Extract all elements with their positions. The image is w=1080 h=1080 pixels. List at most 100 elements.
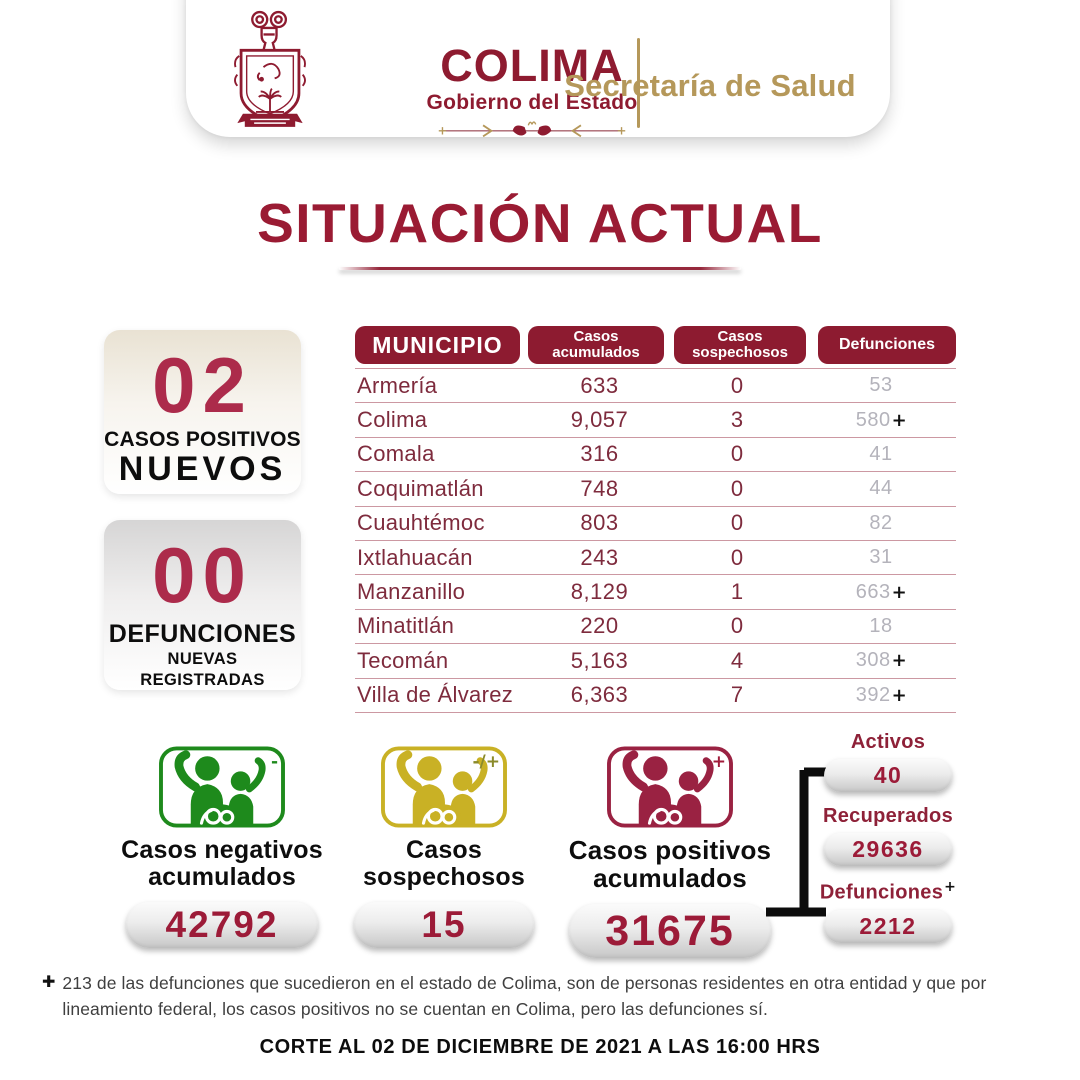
municipality-table: MUNICIPIO Casos acumulados Casos sospech… [355,326,956,713]
cell-municipio: Comala [357,441,435,467]
cell-municipio: Armería [357,372,438,398]
footnote-plus-marker: ✚ [42,972,56,991]
suspect-cases-value: 15 [354,902,534,948]
negative-sign: - [270,752,278,772]
positive-cases-card: + Casos positivos acumulados 31675 [545,746,795,959]
cell-municipio: Tecomán [357,647,449,673]
new-positive-cases-value: 02 [152,341,253,429]
new-positive-cases-label: CASOS POSITIVOS [104,428,301,451]
table-row: Cuauhtémoc 803 0 82 [355,507,956,541]
active-cases-label: Activos [850,731,926,753]
footnote-text: 213 de las defunciones que sucedieron en… [62,973,987,1020]
cell-defunciones: 580+ [855,408,908,431]
table-row: Manzanillo 8,129 1 663+ [355,575,956,610]
positive-sign: + [711,752,726,772]
cell-casos-acumulados: 5,163 [570,647,629,673]
cell-municipio: Coquimatlán [357,475,484,501]
new-deaths-box: 00 DEFUNCIONES NUEVAS REGISTRADAS [104,520,301,690]
active-cases-value: 40 [824,759,952,792]
cell-casos-acumulados: 220 [580,613,619,639]
table-row: Colima 9,057 3 580+ [355,403,956,438]
plus-marker: + [891,409,908,431]
new-deaths-label: DEFUNCIONES [108,620,297,648]
negative-cases-value: 42792 [126,902,318,948]
cell-defunciones: 308+ [855,649,908,672]
brand-subtitle: Gobierno del Estado [426,91,638,114]
table-row: Tecomán 5,163 4 308+ [355,644,956,679]
family-positive-icon [607,746,733,828]
table-row: Comala 316 0 41 [355,438,956,473]
deaths-value: 2212 [824,909,952,943]
cell-casos-sospechosos: 0 [730,475,744,501]
cell-casos-sospechosos: 3 [730,407,744,433]
table-row: Coquimatlán 748 0 44 [355,472,956,507]
plus-marker: + [944,879,957,895]
recovered-stat: Recuperados 29636 [818,805,958,866]
negative-cases-card: - Casos negativos acumulados 42792 [110,746,334,948]
plus-marker: + [891,581,908,603]
cell-defunciones: 82 [869,511,893,534]
cell-casos-acumulados: 748 [580,475,619,501]
brand-block: COLIMA Gobierno del Estado [424,43,640,146]
cell-casos-acumulados: 633 [580,372,619,398]
header-card: COLIMA Gobierno del Estado Secretaría de… [186,0,890,138]
ornament-divider-icon [438,121,626,138]
table-row: Villa de Álvarez 6,363 7 392+ [355,679,956,713]
column-header-casos-sospechosos: Casos sospechosos [674,326,806,364]
side-stats: Activos 40 Recuperados 29636 Defunciones… [818,731,958,956]
active-cases-stat: Activos 40 [818,731,958,792]
cell-defunciones: 663+ [855,580,908,603]
page-title: SITUACIÓN ACTUAL [257,192,823,254]
title-underline [339,267,741,270]
cell-municipio: Colima [357,407,428,433]
brand-name: COLIMA [440,40,624,91]
cell-casos-acumulados: 316 [580,441,619,467]
recovered-value: 29636 [824,833,952,866]
cell-municipio: Cuauhtémoc [357,510,485,536]
new-positive-cases-box: 02 CASOS POSITIVOS NUEVOS [104,330,301,494]
table-header-row: MUNICIPIO Casos acumulados Casos sospech… [355,326,956,364]
department-title: Secretaría de Salud [564,68,856,103]
report-cutoff-text: CORTE AL 02 DE DICIEMBRE DE 2021 A LAS 1… [259,1036,821,1058]
positive-cases-value: 31675 [569,904,771,959]
cell-casos-acumulados: 6,363 [570,682,629,708]
suspect-cases-card: -/+ Casos sospechosos 15 [332,746,556,948]
cell-defunciones: 44 [869,477,893,500]
table-body: Armería 633 0 53 Colima 9,057 3 580+ Com… [355,368,956,713]
plus-marker: + [891,684,908,706]
cell-defunciones: 31 [869,546,893,569]
cell-defunciones: 41 [869,442,893,465]
cell-casos-acumulados: 8,129 [570,579,629,605]
cell-casos-sospechosos: 0 [730,510,744,536]
recovered-label: Recuperados [822,805,953,827]
header-divider [637,38,640,128]
cell-casos-acumulados: 803 [580,510,619,536]
suspect-cases-label: Casos sospechosos [363,836,525,891]
cell-casos-sospechosos: 0 [730,441,744,467]
cell-defunciones: 18 [869,614,893,637]
colima-coat-of-arms-icon [234,10,306,127]
cell-defunciones: 392+ [855,683,908,706]
footnote: ✚ 213 de las defunciones que sucedieron … [42,970,1038,1023]
cell-municipio: Minatitlán [357,613,455,639]
cell-defunciones: 53 [869,374,893,397]
table-row: Armería 633 0 53 [355,369,956,404]
table-row: Ixtlahuacán 243 0 31 [355,541,956,576]
deaths-label: Defunciones+ [819,879,957,904]
column-header-casos-acumulados: Casos acumulados [528,326,664,364]
bracket-connector [766,767,826,917]
cell-municipio: Ixtlahuacán [357,544,473,570]
new-positive-cases-sublabel: NUEVOS [118,450,287,488]
column-header-municipio: MUNICIPIO [355,326,520,364]
new-deaths-sublabel: NUEVAS REGISTRADAS [140,650,265,689]
family-suspect-icon [381,746,507,828]
cell-casos-sospechosos: 1 [730,579,744,605]
positive-cases-label: Casos positivos acumulados [568,835,772,893]
cell-municipio: Manzanillo [357,579,466,605]
family-negative-icon [159,746,285,828]
cell-municipio: Villa de Álvarez [357,682,514,708]
cell-casos-sospechosos: 7 [730,682,744,708]
cell-casos-sospechosos: 0 [730,544,744,570]
new-deaths-value: 00 [152,531,253,619]
cell-casos-sospechosos: 4 [730,647,744,673]
